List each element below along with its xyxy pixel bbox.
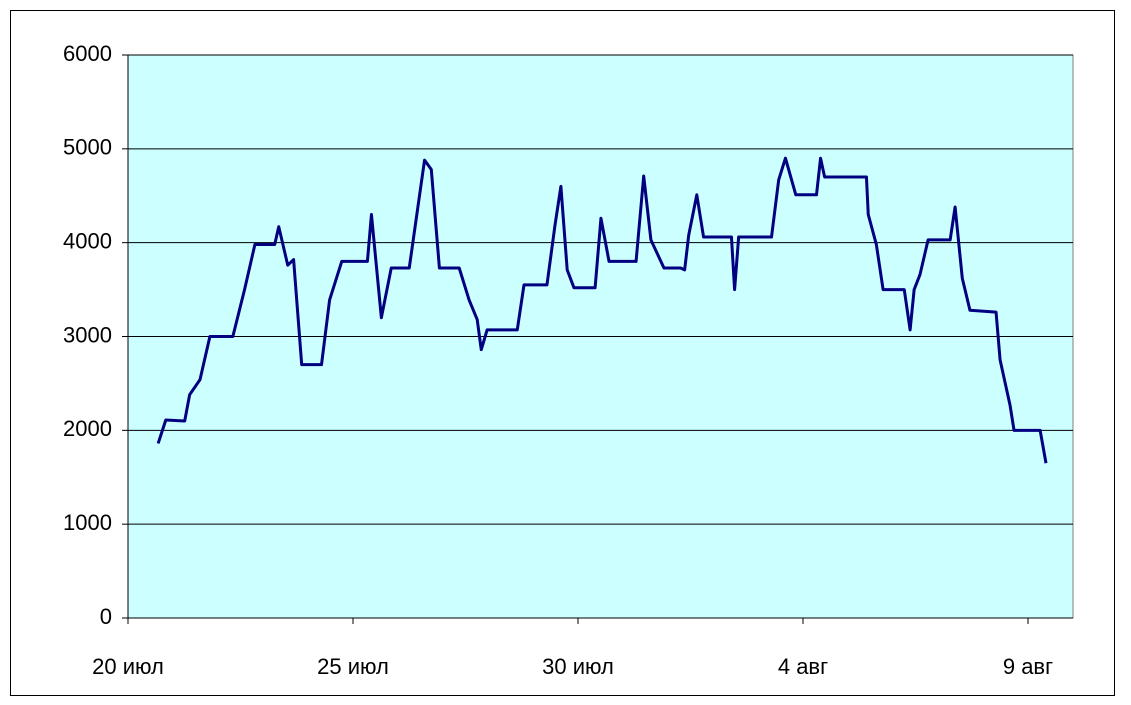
y-tick-label: 1000	[63, 510, 112, 535]
x-tick-label: 25 июл	[317, 654, 389, 679]
x-tick-label: 9 авг	[1003, 654, 1053, 679]
y-tick-label: 5000	[63, 135, 112, 160]
y-tick-label: 0	[100, 604, 112, 629]
y-tick-label: 3000	[63, 322, 112, 347]
y-tick-label: 6000	[63, 41, 112, 66]
x-tick-label: 20 июл	[92, 654, 164, 679]
x-tick-label: 4 авг	[778, 654, 828, 679]
y-tick-label: 2000	[63, 416, 112, 441]
data-line	[156, 156, 1048, 464]
x-tick-label: 30 июл	[542, 654, 614, 679]
y-tick-label: 4000	[63, 228, 112, 253]
